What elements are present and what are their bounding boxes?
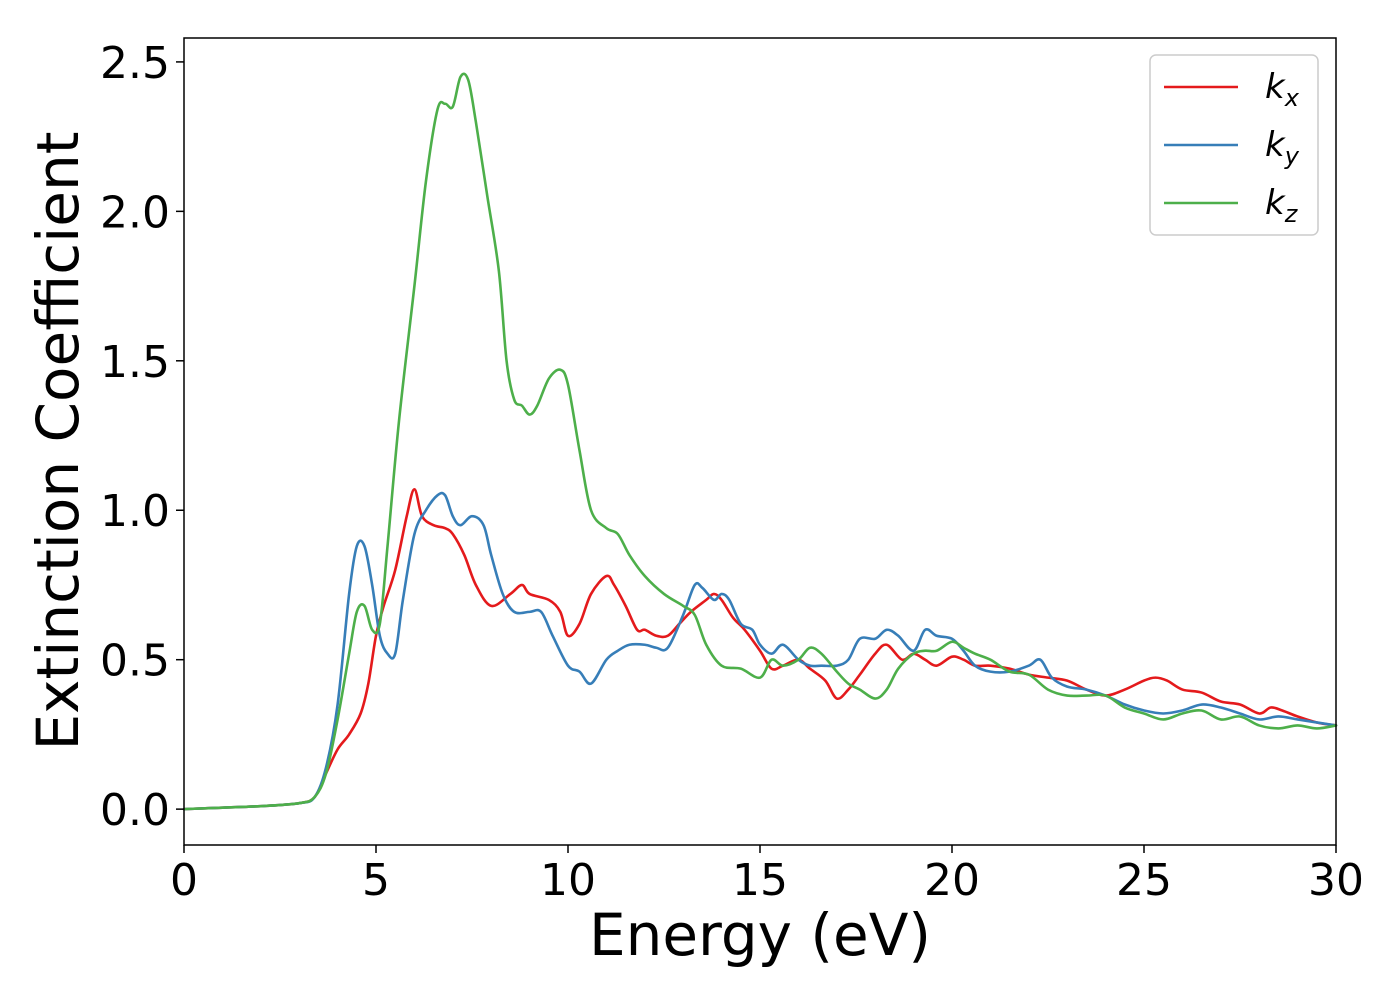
x-tick-label: 10 — [540, 855, 596, 906]
y-axis-label: Extinction Coefficient — [24, 132, 92, 751]
x-tick-label: 0 — [170, 855, 198, 906]
y-tick-label: 1.0 — [100, 486, 170, 537]
x-tick-label: 20 — [924, 855, 980, 906]
y-tick-label: 0.0 — [100, 785, 170, 836]
series-line-kz — [182, 72, 1338, 811]
x-axis-label: Energy (eV) — [589, 901, 931, 969]
series-line-kx — [182, 488, 1338, 811]
y-tick-label: 0.5 — [100, 636, 170, 687]
x-tick-label: 25 — [1116, 855, 1172, 906]
x-tick-label: 30 — [1308, 855, 1364, 906]
x-tick-label: 15 — [732, 855, 788, 906]
y-axis-ticks: 0.0 0.5 1.0 1.5 2.0 2.5 — [100, 38, 184, 836]
y-tick-label: 2.5 — [100, 38, 170, 89]
y-tick-label: 1.5 — [100, 337, 170, 388]
y-tick-label: 2.0 — [100, 187, 170, 238]
series-line-ky — [182, 491, 1338, 811]
x-axis-ticks: 0 5 10 15 20 25 30 — [170, 845, 1364, 906]
series-layer — [182, 72, 1338, 811]
x-tick-label: 5 — [362, 855, 390, 906]
